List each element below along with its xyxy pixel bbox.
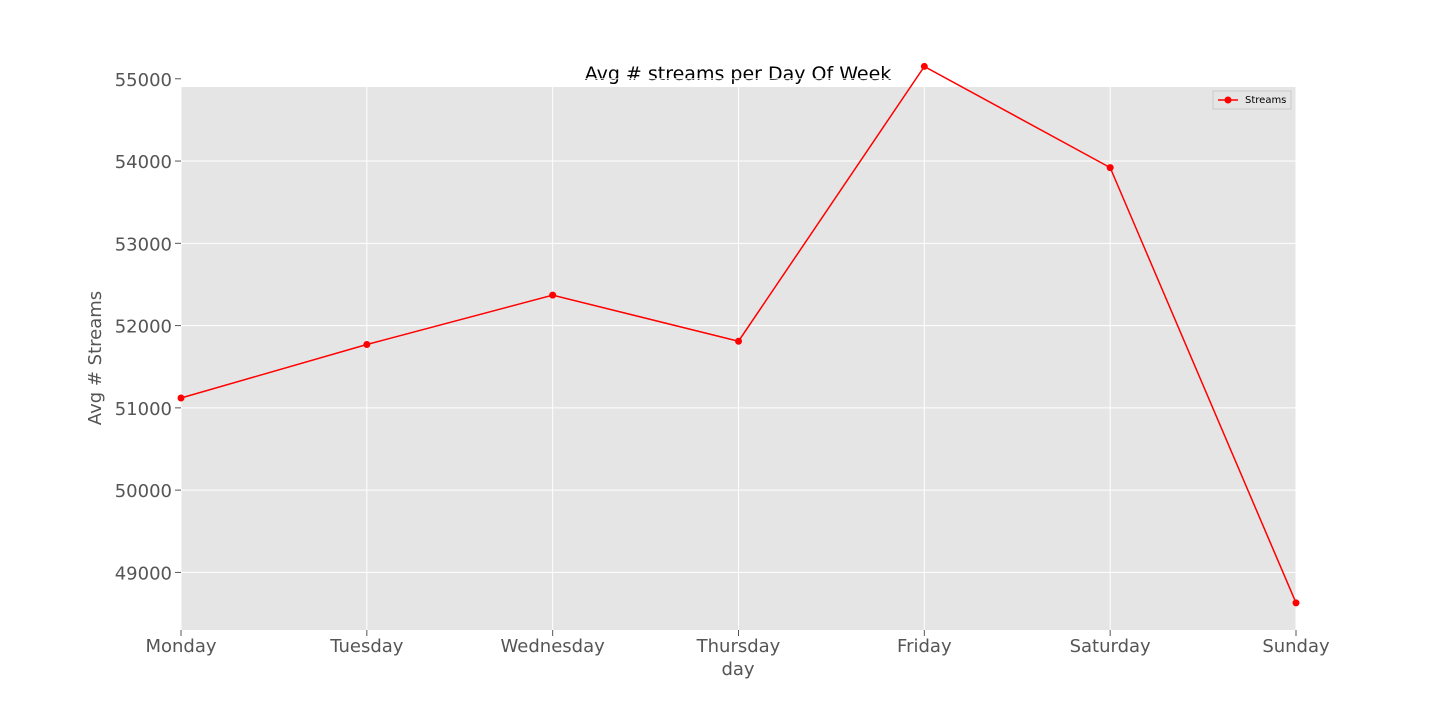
data-point xyxy=(177,394,185,402)
grid-lines xyxy=(180,78,1297,630)
legend-point-marker xyxy=(1224,96,1232,104)
x-tick-label: Tuesday xyxy=(329,636,404,657)
data-point xyxy=(1292,599,1300,607)
x-tick-label: Friday xyxy=(897,636,952,657)
x-tick-label: Saturday xyxy=(1070,636,1151,657)
y-tick-label: 55000 xyxy=(115,70,172,91)
data-point xyxy=(1106,164,1114,172)
y-tick-label: 54000 xyxy=(115,152,172,173)
series-layer xyxy=(177,62,1300,607)
y-tick-label: 49000 xyxy=(115,563,172,584)
data-point xyxy=(920,62,928,70)
y-tick-label: 50000 xyxy=(115,481,172,502)
data-point xyxy=(549,291,557,299)
legend-label-streams: Streams xyxy=(1245,95,1286,106)
x-tick-label: Wednesday xyxy=(501,636,606,657)
data-point xyxy=(363,341,371,349)
x-tick-label: Thursday xyxy=(696,636,781,657)
y-tick-label: 53000 xyxy=(115,234,172,255)
legend: Streams xyxy=(1212,90,1292,110)
x-axis-label: day xyxy=(721,659,754,680)
legend-box xyxy=(1212,90,1292,110)
y-axis-label: Avg # Streams xyxy=(85,291,106,425)
y-tick-label: 51000 xyxy=(115,399,172,420)
x-tick-label: Sunday xyxy=(1262,636,1330,657)
x-tick-label: Monday xyxy=(145,636,216,657)
y-tick-label: 52000 xyxy=(115,317,172,338)
axis-ticks: 49000 50000 51000 52000 53000 54000 55000 Monda… xyxy=(115,70,1330,657)
data-point xyxy=(735,337,742,345)
chart-title: Avg # streams per Day Of Week xyxy=(585,63,892,85)
